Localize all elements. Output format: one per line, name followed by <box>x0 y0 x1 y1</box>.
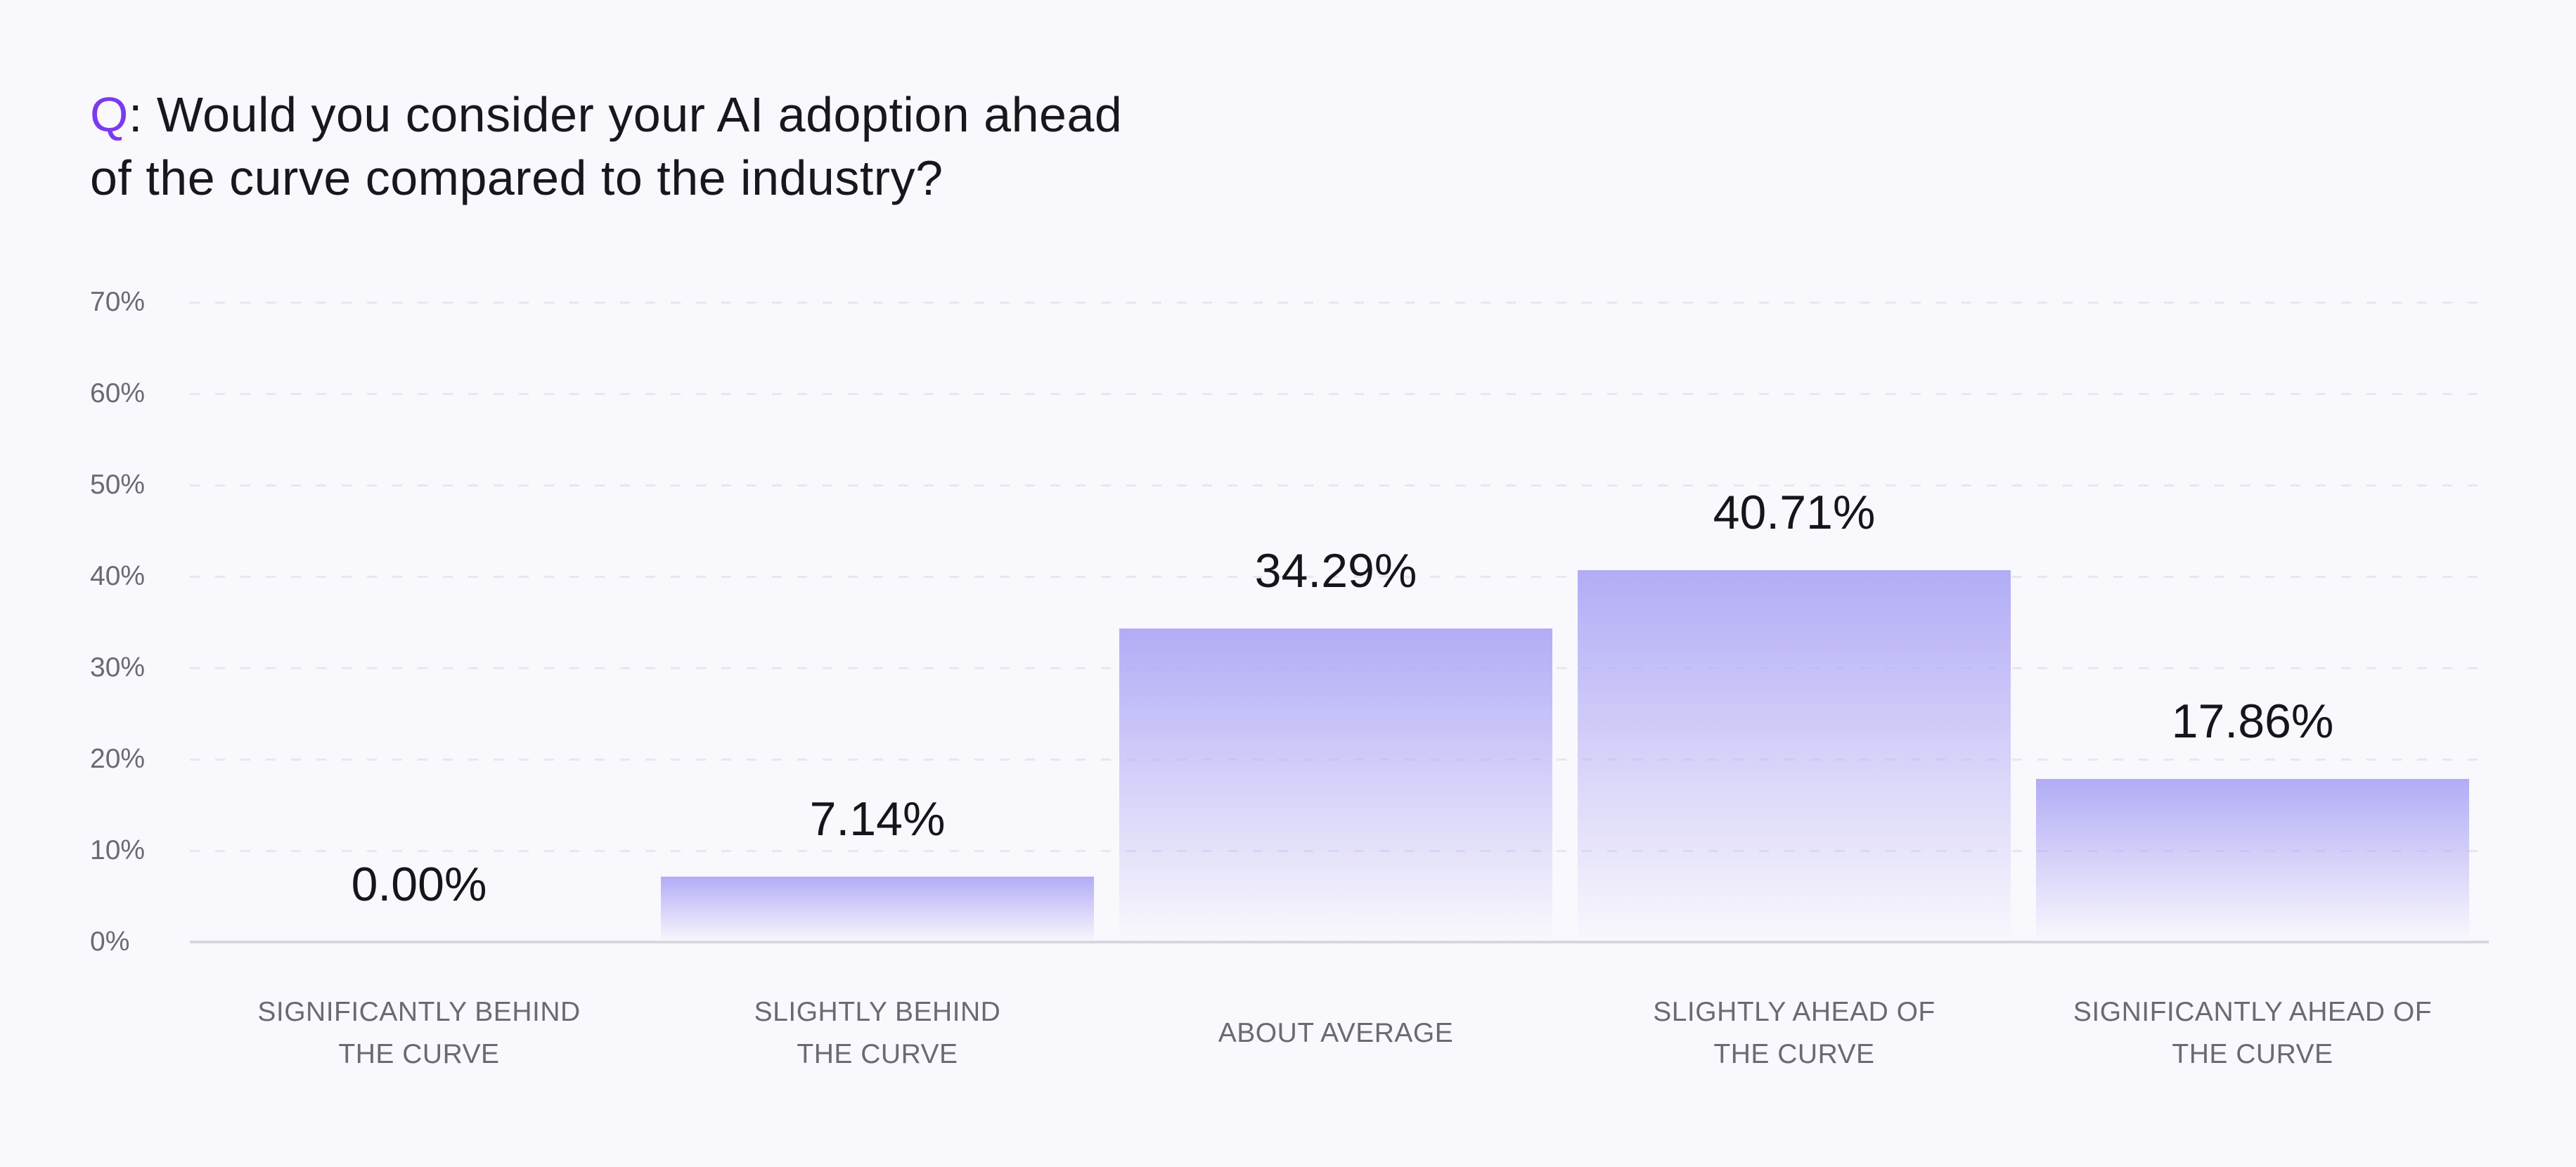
bar-about-average <box>1119 628 1552 942</box>
category-label-line: THE CURVE <box>2172 1039 2333 1069</box>
category-label-line: THE CURVE <box>338 1039 500 1069</box>
category-label-line: SLIGHTLY BEHIND <box>754 997 1001 1027</box>
bar-value-label: 0.00% <box>351 858 487 911</box>
gridline-40 <box>190 576 2489 578</box>
gridline-60 <box>190 393 2489 395</box>
category-label-line: SIGNIFICANTLY BEHIND <box>257 997 581 1027</box>
category-label-significantly-ahead: SIGNIFICANTLY AHEAD OF THE CURVE <box>2023 987 2482 1080</box>
category-label-slightly-ahead: SLIGHTLY AHEAD OF THE CURVE <box>1565 987 2023 1080</box>
category-label-significantly-behind: SIGNIFICANTLY BEHIND THE CURVE <box>190 987 648 1080</box>
bar-value-label: 34.29% <box>1254 544 1417 598</box>
bar-significantly-ahead <box>2036 779 2469 942</box>
category-label-slightly-behind: SLIGHTLY BEHIND THE CURVE <box>648 987 1107 1080</box>
bar-group-about-average: 34.29% <box>1107 546 1565 942</box>
category-label-line: ABOUT AVERAGE <box>1218 1018 1454 1048</box>
category-label-line: THE CURVE <box>1713 1039 1875 1069</box>
question-prefix: Q <box>90 87 129 142</box>
y-tick-30: 30% <box>90 652 146 683</box>
y-tick-10: 10% <box>90 835 146 865</box>
bar-slightly-behind <box>661 877 1094 942</box>
y-tick-50: 50% <box>90 470 146 500</box>
bar-slightly-ahead <box>1578 570 2011 942</box>
bar-group-slightly-ahead: 40.71% <box>1565 487 2023 942</box>
x-axis-line <box>190 941 2489 943</box>
category-label-line: SLIGHTLY AHEAD OF <box>1653 997 1936 1027</box>
question-line-2: of the curve compared to the industry? <box>90 150 944 205</box>
bar-value-label: 7.14% <box>809 792 946 846</box>
y-tick-60: 60% <box>90 378 146 408</box>
category-label-line: SIGNIFICANTLY AHEAD OF <box>2073 997 2433 1027</box>
y-tick-20: 20% <box>90 744 146 774</box>
bar-value-label: 40.71% <box>1713 486 1876 539</box>
gridline-50 <box>190 484 2489 486</box>
bar-value-label: 17.86% <box>2171 695 2334 748</box>
y-tick-40: 40% <box>90 561 146 591</box>
y-tick-0: 0% <box>90 927 130 957</box>
chart-question-title: Q: Would you consider your AI adoption a… <box>90 83 1122 209</box>
question-line-1: Q: Would you consider your AI adoption a… <box>90 83 1122 146</box>
question-line-1-text: : Would you consider your AI adoption ah… <box>128 87 1123 142</box>
bar-group-significantly-behind: 0.00% <box>190 859 648 942</box>
bar-group-significantly-ahead: 17.86% <box>2023 696 2482 942</box>
gridline-70 <box>190 302 2489 304</box>
category-label-line: THE CURVE <box>797 1039 958 1069</box>
y-tick-70: 70% <box>90 287 146 317</box>
bar-group-slightly-behind: 7.14% <box>648 794 1107 942</box>
category-label-about-average: ABOUT AVERAGE <box>1107 987 1565 1080</box>
